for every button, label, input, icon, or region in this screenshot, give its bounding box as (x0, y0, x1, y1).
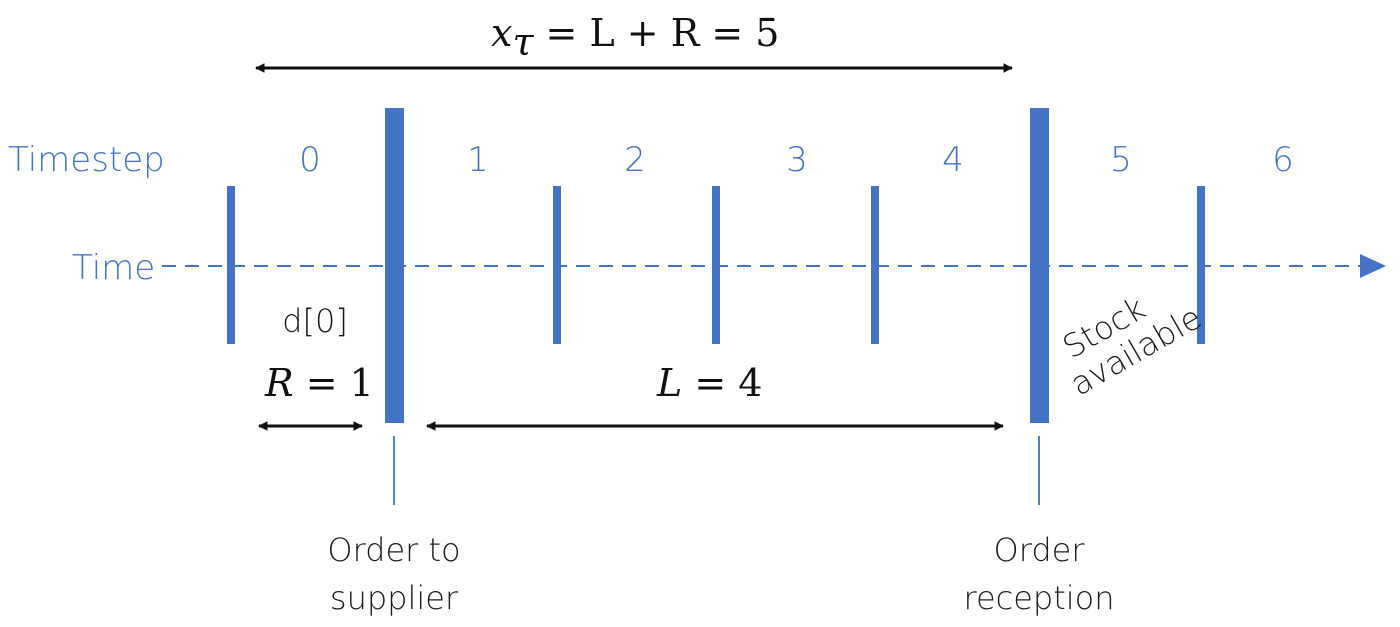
review-period-formula: R = 1 (264, 361, 374, 405)
order-reception-bar (1030, 108, 1049, 423)
timestep-label-2: 2 (624, 140, 646, 180)
timestep-row-label: Timestep (8, 140, 165, 180)
timestep-label-0: 0 (299, 140, 321, 180)
formula-rest-r: = 1 (294, 361, 374, 405)
tick-2 (553, 186, 561, 344)
tick-0 (227, 186, 235, 344)
demand-label: d[0] (282, 302, 348, 340)
order-to-supplier-line1: Order to (327, 531, 460, 569)
formula-var-r: R (264, 361, 294, 405)
order-reception-line2: reception (963, 579, 1114, 617)
order-to-supplier-bar (385, 108, 404, 423)
tick-4 (871, 186, 879, 344)
tick-3 (712, 186, 720, 344)
timestep-label-1: 1 (467, 140, 489, 180)
time-axis-label: Time (72, 248, 155, 288)
formula-var-l: L (656, 361, 682, 405)
order-to-supplier-line2: supplier (330, 579, 459, 617)
formula-rest-l: = 4 (682, 361, 762, 405)
order-reception-line1: Order (994, 531, 1086, 569)
stock-available-label: Stock available (1046, 267, 1208, 403)
lead-time-formula: L = 4 (656, 361, 762, 405)
formula-sub-tau: τ (512, 20, 534, 64)
timestep-label-3: 3 (786, 140, 808, 180)
formula-rest-top: = L + R = 5 (533, 11, 779, 55)
timestep-label-4: 4 (942, 140, 964, 180)
timestep-label-5: 5 (1110, 140, 1132, 180)
timestep-label-6: 6 (1272, 140, 1294, 180)
total-horizon-formula: xτ = L + R = 5 (491, 11, 780, 64)
time-axis-arrowhead (1360, 254, 1386, 278)
formula-var-x: x (491, 11, 512, 55)
